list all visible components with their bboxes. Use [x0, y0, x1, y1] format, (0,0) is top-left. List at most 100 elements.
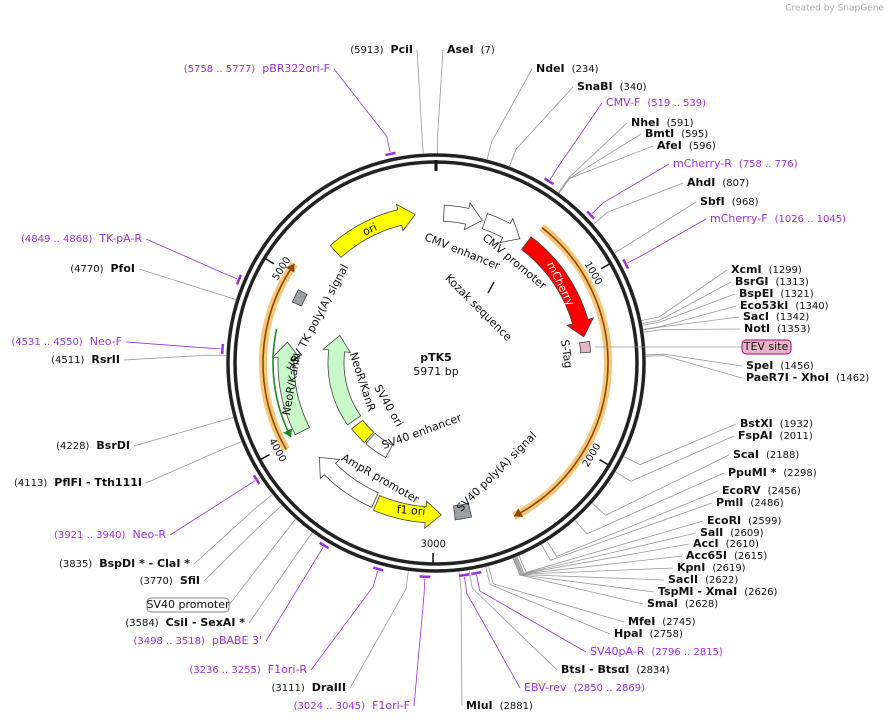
feature-box: [146, 597, 230, 613]
primer-range: (3236 .. 3255): [189, 665, 261, 676]
site-label: (3584) CsiI - SexAI *: [125, 616, 245, 629]
spacer: [737, 585, 744, 598]
site-label: (3770) SfiI: [140, 574, 200, 587]
primer-mark: [235, 274, 243, 285]
site-name: SbfI: [700, 195, 725, 208]
spacer: [493, 699, 500, 712]
site-leader: [574, 472, 725, 535]
site-name: KpnI: [677, 561, 705, 574]
primer-label: EBV-rev (2850 .. 2869): [524, 681, 645, 694]
primer-mark: [471, 570, 482, 576]
primer-mark: [372, 566, 384, 572]
site-label: EcoRV (2456): [722, 484, 801, 497]
site-label: PaeR7I - XhoI (1462): [746, 371, 869, 384]
spacer: [365, 699, 372, 712]
site-position: (1932): [780, 419, 813, 430]
site-label: AseI (7): [447, 43, 495, 56]
site-label: SpeI (1456): [746, 359, 814, 372]
spacer: [643, 627, 650, 640]
sv40-polya-box: [453, 502, 473, 521]
tick-mark: [600, 263, 611, 270]
site-name: HpaI: [614, 627, 643, 640]
site-name: PmlI: [716, 496, 743, 509]
site-leader: [488, 566, 625, 623]
primer-mark: [543, 177, 555, 186]
spacer: [732, 157, 739, 170]
primer-range: (3498 .. 3518): [134, 636, 206, 647]
site-leader: [437, 49, 444, 154]
site-name: RsrII: [91, 353, 120, 366]
site-label: AfeI (596): [657, 139, 716, 152]
site-name: PfoI: [111, 262, 136, 275]
site-leader: [546, 490, 719, 558]
primer-name: F1ori-R: [268, 663, 308, 676]
site-name: EcoRI: [707, 514, 741, 527]
cmv-enhancer-arrow: [443, 202, 483, 231]
site-label: (4113) PflFI - Tth111I: [14, 476, 142, 489]
primer-leader: [145, 238, 238, 280]
site-leader: [145, 441, 242, 484]
site-leader: [641, 269, 728, 321]
primer-label: (4849 .. 4868) TK-pA-R: [21, 232, 142, 245]
primer-label: CMV-F (519 .. 539): [606, 96, 706, 109]
site-position: (2628): [685, 599, 718, 610]
site-name: BsrGI: [735, 275, 768, 288]
leader: [228, 518, 296, 606]
mcherry-arrow: [520, 236, 595, 338]
site-name: TspMI - XmaI: [658, 585, 737, 598]
site-position: (4770): [70, 264, 103, 275]
site-name: AccI: [693, 537, 719, 550]
primer-range: (3921 .. 3940): [54, 530, 126, 541]
site-position: (1321): [780, 289, 813, 300]
site-leader: [509, 86, 574, 167]
spacer: [47, 476, 54, 489]
site-name: PciI: [391, 43, 413, 56]
primer-range: (4849 .. 4868): [21, 234, 93, 245]
site-name: DraIII: [312, 681, 346, 694]
primer-name: Neo-R: [132, 528, 166, 541]
primer-mark: [586, 210, 595, 220]
primer-range: (5758 .. 5777): [184, 64, 256, 75]
primer-name: mCherry-F: [710, 212, 768, 225]
primer-label: SV40pA-R (2796 .. 2815): [590, 645, 723, 658]
tick-mark: [265, 257, 275, 265]
site-label: BstXI (1932): [740, 417, 813, 430]
spacer: [125, 528, 132, 541]
spacer: [770, 322, 777, 335]
site-name: PflFI - Tth111I: [54, 476, 142, 489]
primer-mark: [319, 541, 330, 550]
site-position: (234): [572, 64, 599, 75]
site-name: AhdI: [687, 176, 715, 189]
site-position: (1353): [777, 324, 810, 335]
primer-mark: [252, 474, 261, 485]
site-name: BtsI - BtsαI: [561, 663, 629, 676]
orf-head: [285, 263, 295, 273]
cmv-promoter-arrow: [481, 213, 521, 244]
site-name: AfeI: [657, 139, 682, 152]
site-position: (2298): [783, 468, 816, 479]
backbone-outer: [226, 153, 646, 573]
orf-line: [513, 226, 609, 517]
spacer: [565, 62, 572, 75]
site-label: Acc65I (2615): [686, 549, 767, 562]
site-name: SmaI: [647, 597, 678, 610]
site-label: SacII (2622): [668, 573, 738, 586]
site-label: SbfI (968): [700, 195, 759, 208]
site-position: (807): [722, 178, 749, 189]
site-name: AseI: [447, 43, 474, 56]
primer-name: Neo-F: [90, 335, 122, 348]
tick-label: 3000: [420, 539, 446, 550]
primer-name: TK-pA-R: [98, 232, 142, 245]
primer-name: SV40pA-R: [590, 645, 645, 658]
feature-box: [741, 339, 792, 355]
site-position: (4511): [51, 355, 84, 366]
primer-range: (758 .. 776): [739, 159, 798, 170]
feature-label: S-Tag: [558, 339, 575, 369]
primer-name: CMV-F: [606, 96, 640, 109]
spacer: [759, 448, 766, 461]
kozak-mark: [487, 281, 495, 294]
site-position: (2619): [712, 563, 745, 574]
primer-mark: [419, 575, 431, 579]
site-name: MluI: [466, 699, 493, 712]
primer-range: (2850 .. 2869): [574, 683, 646, 694]
